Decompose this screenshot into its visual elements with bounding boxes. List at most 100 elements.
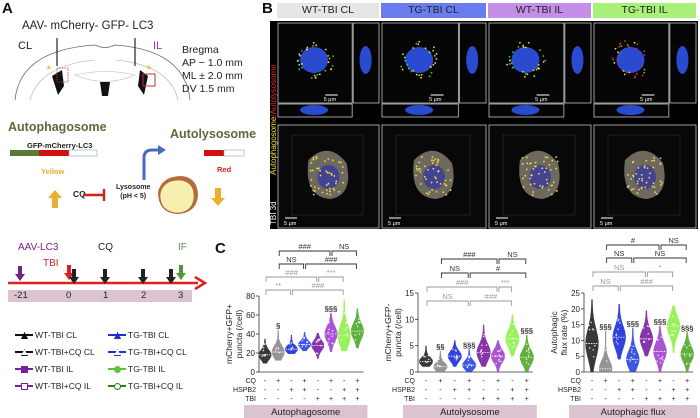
condition-sign: + (685, 396, 689, 403)
category-label: Autolysosome (440, 407, 500, 418)
puncta-dot (635, 47, 638, 50)
puncta-dot (636, 43, 639, 46)
data-point (288, 342, 291, 345)
significance-bracket (498, 286, 512, 292)
data-point (422, 351, 425, 354)
condition-sign: - (604, 396, 607, 403)
puncta-dot (517, 46, 520, 48)
condition-row-label: TBI (245, 396, 256, 403)
puncta-3d-dot (645, 181, 648, 184)
data-point (481, 352, 484, 355)
puncta-dot (620, 45, 623, 48)
puncta-3d-dot (659, 157, 662, 160)
data-point (277, 347, 280, 350)
puncta-dot (298, 63, 301, 66)
significance-bracket (606, 257, 633, 263)
data-point (356, 325, 359, 328)
data-point (513, 345, 516, 348)
condition-sign: + (510, 387, 514, 394)
puncta-3d-dot (525, 156, 528, 159)
puncta-3d-dot (449, 189, 452, 192)
data-point (602, 355, 604, 358)
puncta-3d-dot (317, 167, 320, 170)
significance-label: ### (285, 268, 298, 277)
violin (284, 334, 298, 354)
puncta-3d-dot (445, 184, 448, 187)
puncta-3d-dot (627, 185, 630, 188)
significance-label: *** (327, 268, 336, 277)
data-point (648, 319, 651, 322)
puncta-3d-dot (431, 162, 434, 164)
data-point (657, 354, 659, 357)
data-point (266, 343, 269, 345)
violin (350, 308, 364, 349)
condition-sign: + (658, 378, 662, 385)
significance-bracket (440, 272, 469, 278)
condition-sign: + (355, 396, 359, 403)
data-point (454, 356, 456, 359)
day-label: 2 (141, 290, 147, 301)
condition-sign: + (672, 396, 676, 403)
category-bar (403, 405, 537, 418)
violin (324, 313, 338, 353)
puncta-3d-dot (638, 188, 641, 191)
data-point (470, 364, 473, 366)
data-point (343, 312, 346, 314)
data-point (602, 342, 605, 345)
condition-sign: + (289, 387, 293, 394)
data-point (442, 359, 444, 362)
puncta-dot (306, 46, 309, 49)
y-axis-label-line: puncta (/cell) (234, 310, 244, 359)
significance-bracket (606, 244, 660, 250)
data-point (274, 341, 277, 344)
puncta-3d-dot (541, 187, 544, 189)
condition-sign: - (439, 396, 442, 403)
puncta-3d-dot (325, 184, 328, 186)
down-arrow-icon (211, 188, 225, 206)
puncta-3d-dot (419, 183, 422, 185)
data-point (494, 355, 497, 357)
condition-row-label: CQ (246, 378, 257, 385)
puncta-3d-dot (335, 180, 338, 183)
data-point (327, 331, 329, 334)
puncta-dot (617, 51, 619, 54)
puncta-dot (432, 49, 435, 52)
nucleus-xz (405, 105, 434, 115)
condition-sign: - (468, 396, 471, 403)
puncta-3d-dot (415, 174, 417, 177)
puncta-3d-dot (430, 181, 433, 184)
scale-bar-label: 5 μm (640, 97, 653, 103)
data-point (615, 341, 618, 343)
condition-sign: + (438, 378, 442, 385)
significance-label: NS (614, 249, 624, 258)
condition-sign: + (329, 378, 333, 385)
condition-sign: - (618, 396, 621, 403)
scale-bar-label: 5 μm (284, 221, 297, 227)
puncta-3d-dot (329, 193, 332, 196)
puncta-dot (435, 52, 438, 55)
puncta-3d-dot (525, 168, 528, 171)
puncta-3d-dot (311, 169, 314, 172)
data-point (278, 351, 281, 354)
puncta-3d-dot (659, 180, 662, 183)
data-point (527, 347, 530, 350)
puncta-dot (315, 44, 318, 47)
puncta-dot (643, 50, 646, 53)
puncta-3d-dot (333, 189, 336, 191)
data-point (280, 337, 282, 339)
data-point (588, 347, 591, 349)
puncta-dot (535, 68, 538, 71)
bregma-ml: ML ± 2.0 mm (182, 70, 243, 82)
lysosome-ph: (pH < 5) (120, 193, 147, 200)
legend-item: WT-TBI+CQ IL (15, 381, 91, 391)
puncta-dot (538, 67, 540, 70)
injection-star-icon: ✳ (146, 64, 152, 72)
puncta-dot (626, 44, 629, 46)
puncta-dot (298, 68, 301, 71)
timeline-aav-label: AAV-LC3 (18, 242, 59, 253)
y-axis-label: Autophagicflux rate (%) (549, 309, 569, 355)
data-point (327, 322, 330, 324)
mcherry-segment-autolysosome (204, 150, 224, 156)
legend-label: WT-TBI IL (35, 364, 74, 374)
